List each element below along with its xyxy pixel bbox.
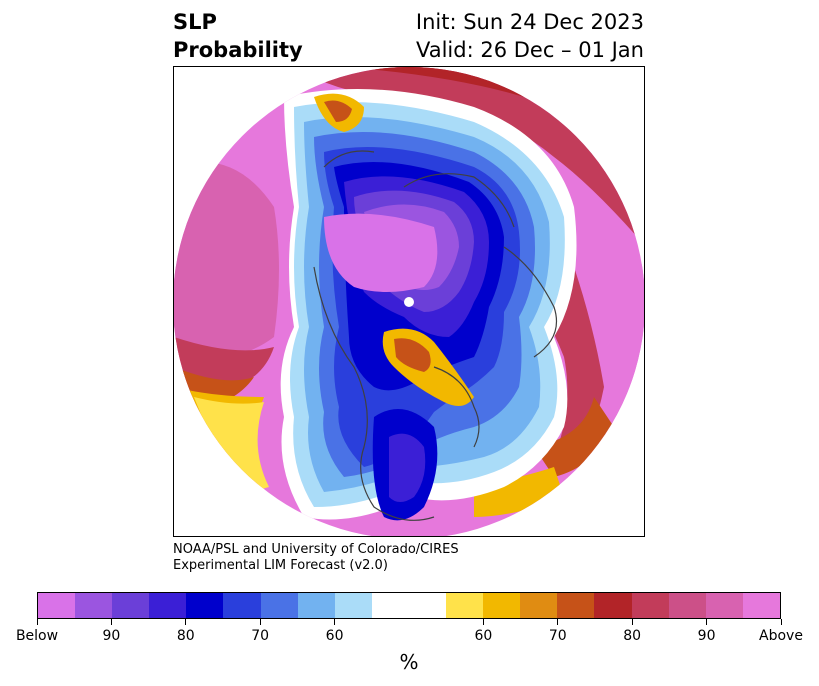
credit-line2: Experimental LIM Forecast (v2.0) xyxy=(173,558,388,573)
valid-range: Valid: 26 Dec – 01 Jan xyxy=(415,38,644,62)
colorbar-segment xyxy=(446,593,484,618)
colorbar-tick-label: 80 xyxy=(176,628,195,644)
title-variable: SLP xyxy=(173,10,217,34)
map-svg xyxy=(174,67,644,536)
colorbar-segment xyxy=(483,593,521,618)
colorbar-segment xyxy=(594,593,632,618)
colorbar-tick xyxy=(706,619,708,625)
credit-line1: NOAA/PSL and University of Colorado/CIRE… xyxy=(173,542,459,557)
colorbar-segment xyxy=(371,593,447,618)
colorbar-tick xyxy=(259,619,261,625)
colorbar-segment xyxy=(557,593,595,618)
colorbar-tick xyxy=(780,619,782,625)
colorbar-segment xyxy=(38,593,76,618)
colorbar-segment xyxy=(260,593,298,618)
colorbar-tick-label: 60 xyxy=(474,628,493,644)
colorbar-segment xyxy=(75,593,113,618)
polar-map xyxy=(173,66,645,537)
title-type: Probability xyxy=(173,38,303,62)
colorbar-segment xyxy=(149,593,187,618)
title-right: Init: Sun 24 Dec 2023 Valid: 26 Dec – 01… xyxy=(390,8,644,64)
colorbar-tick xyxy=(110,619,112,625)
colorbar-tick-label: 60 xyxy=(325,628,344,644)
colorbar-segment xyxy=(112,593,150,618)
colorbar-segment xyxy=(520,593,558,618)
colorbar-tick-label: 70 xyxy=(548,628,567,644)
credit-text: NOAA/PSL and University of Colorado/CIRE… xyxy=(173,542,459,574)
colorbar-tick-label: Below xyxy=(15,628,59,644)
colorbar-tick xyxy=(36,619,38,625)
colorbar-tick-label: 70 xyxy=(251,628,270,644)
colorbar-segment xyxy=(186,593,224,618)
colorbar-units: % xyxy=(399,650,419,674)
init-date: Init: Sun 24 Dec 2023 xyxy=(415,10,644,34)
colorbar-segment xyxy=(631,593,669,618)
colorbar-segment xyxy=(297,593,335,618)
colorbar-tick xyxy=(482,619,484,625)
colorbar-tick xyxy=(334,619,336,625)
colorbar-tick xyxy=(185,619,187,625)
colorbar xyxy=(37,592,781,619)
colorbar-segment xyxy=(334,593,372,618)
colorbar-segment xyxy=(705,593,743,618)
colorbar-segment xyxy=(742,593,780,618)
colorbar-tick-label: Above xyxy=(759,628,803,644)
colorbar-segment xyxy=(668,593,706,618)
colorbar-tick-label: 80 xyxy=(623,628,642,644)
colorbar-tick-label: 90 xyxy=(102,628,121,644)
colorbar-tick-label: 90 xyxy=(697,628,716,644)
colorbar-segment xyxy=(223,593,261,618)
title-left: SLP Probability xyxy=(173,8,303,64)
colorbar-tick xyxy=(631,619,633,625)
colorbar-tick xyxy=(557,619,559,625)
